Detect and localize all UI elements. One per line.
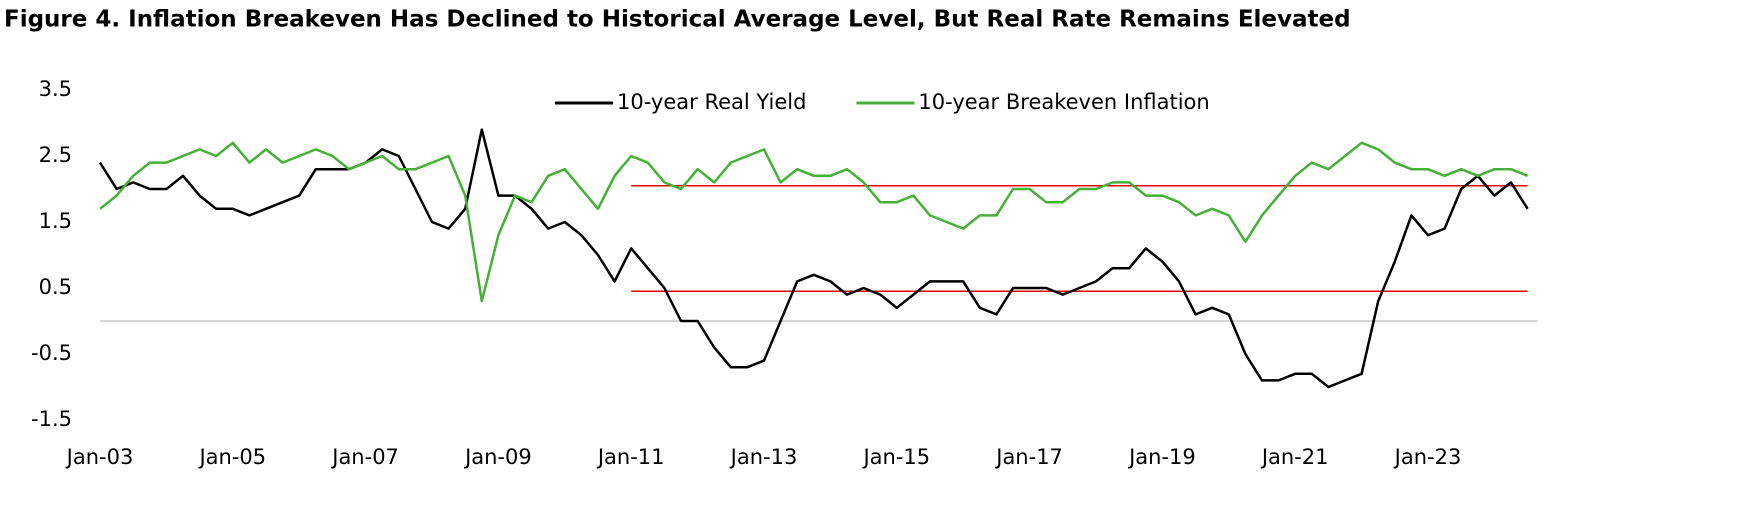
y-tick-label: 0.5 — [39, 275, 72, 299]
y-tick-label: 3.5 — [39, 77, 72, 101]
x-tick-label: Jan-23 — [1393, 445, 1462, 469]
x-tick-label: Jan-09 — [463, 445, 532, 469]
x-tick-label: Jan-19 — [1127, 445, 1196, 469]
x-tick-label: Jan-13 — [729, 445, 798, 469]
x-tick-label: Jan-03 — [65, 445, 134, 469]
series-line — [98, 128, 1529, 389]
series-line — [99, 141, 1529, 303]
y-tick-label: 2.5 — [39, 143, 72, 167]
chart-title: Figure 4. Inflation Breakeven Has Declin… — [4, 7, 1351, 33]
y-tick-label: -0.5 — [31, 341, 72, 365]
x-tick-label: Jan-07 — [330, 445, 399, 469]
y-tick-label: 1.5 — [39, 209, 72, 233]
legend-label: 10-year Breakeven Inflation — [918, 90, 1209, 114]
x-tick-label: Jan-11 — [596, 445, 665, 469]
x-tick-label: Jan-15 — [861, 445, 930, 469]
x-tick-label: Jan-21 — [1260, 445, 1329, 469]
x-tick-label: Jan-17 — [994, 445, 1063, 469]
legend-label: 10-year Real Yield — [617, 90, 806, 114]
x-tick-label: Jan-05 — [197, 445, 266, 469]
y-tick-label: -1.5 — [31, 407, 72, 431]
